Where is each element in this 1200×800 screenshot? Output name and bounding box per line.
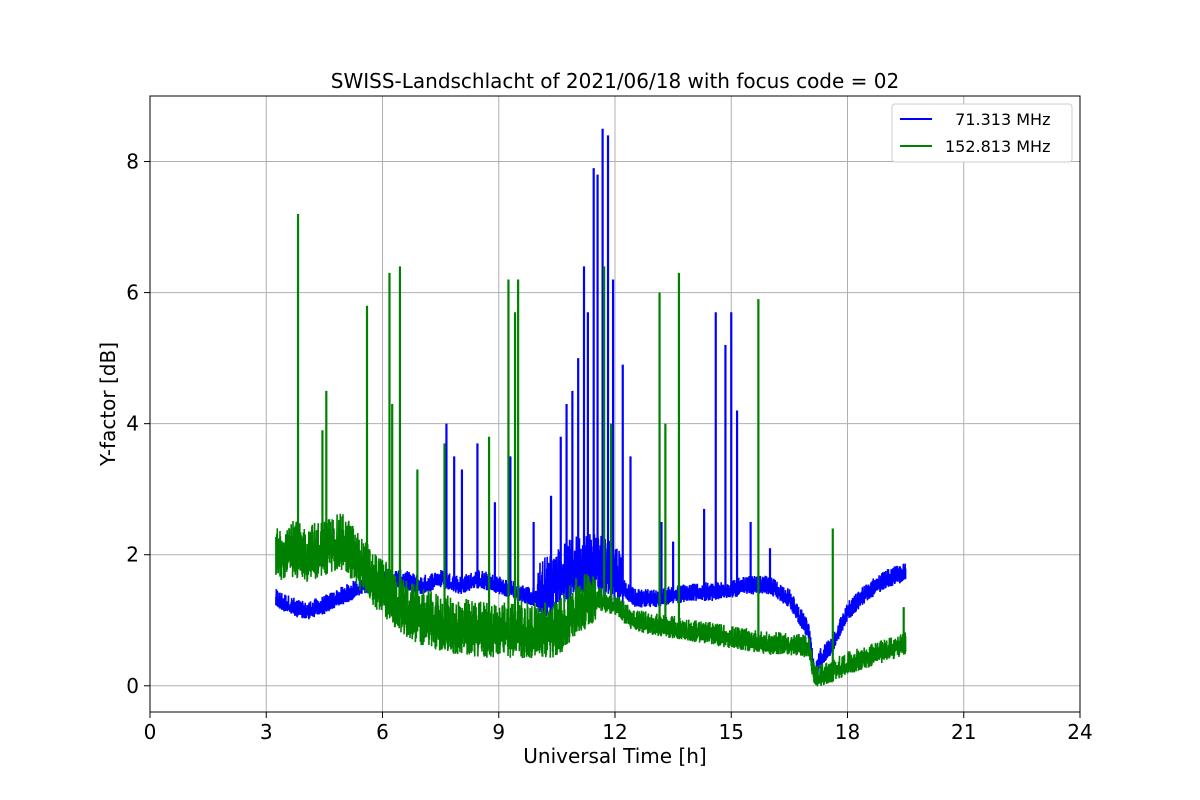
x-tick-label-6: 18 xyxy=(835,720,860,744)
y-tick-label-3: 6 xyxy=(126,281,139,305)
y-tick-label-4: 8 xyxy=(126,150,139,174)
chart-title: SWISS-Landschlacht of 2021/06/18 with fo… xyxy=(331,69,899,93)
y-axis-label: Y-factor [dB] xyxy=(96,342,120,467)
x-tick-label-5: 15 xyxy=(719,720,744,744)
x-tick-label-2: 6 xyxy=(376,720,389,744)
series-1 xyxy=(275,213,907,687)
x-tick-label-0: 0 xyxy=(144,720,157,744)
series-layer xyxy=(275,128,907,687)
legend: 71.313 MHz 152.813 MHz xyxy=(891,103,1073,163)
y-tick-label-2: 4 xyxy=(126,412,139,436)
series-1-line xyxy=(275,513,907,687)
x-tick-label-1: 3 xyxy=(260,720,273,744)
x-tick-label-7: 21 xyxy=(951,720,976,744)
y-tick-label-0: 0 xyxy=(126,674,139,698)
legend-label-0: 71.313 MHz xyxy=(945,110,1050,129)
x-tick-label-8: 24 xyxy=(1067,720,1092,744)
x-tick-label-3: 9 xyxy=(492,720,505,744)
x-tick-label-4: 12 xyxy=(602,720,627,744)
x-axis-label: Universal Time [h] xyxy=(523,744,706,768)
legend-box xyxy=(891,103,1073,163)
y-tick-label-1: 2 xyxy=(126,543,139,567)
legend-label-1: 152.813 MHz xyxy=(945,137,1050,156)
